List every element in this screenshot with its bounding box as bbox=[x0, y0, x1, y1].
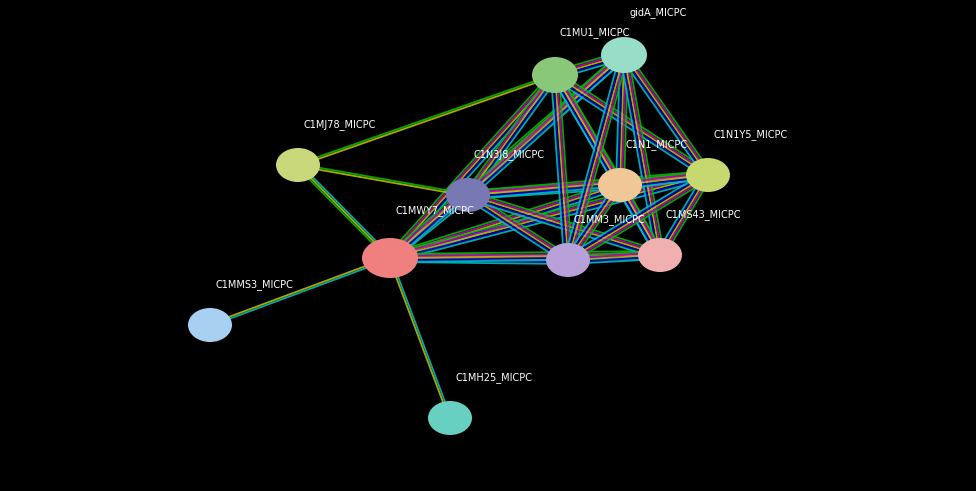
Text: C1MS43_MICPC: C1MS43_MICPC bbox=[665, 209, 741, 220]
Text: C1N3J8_MICPC: C1N3J8_MICPC bbox=[473, 149, 545, 160]
Ellipse shape bbox=[446, 178, 490, 212]
Ellipse shape bbox=[276, 148, 320, 182]
Ellipse shape bbox=[601, 37, 647, 73]
Text: C1MU1_MICPC: C1MU1_MICPC bbox=[560, 27, 630, 38]
Text: C1MH25_MICPC: C1MH25_MICPC bbox=[455, 372, 532, 383]
Text: C1N1_MICPC: C1N1_MICPC bbox=[625, 139, 687, 150]
Ellipse shape bbox=[428, 401, 472, 435]
Text: C1N1Y5_MICPC: C1N1Y5_MICPC bbox=[713, 129, 788, 140]
Ellipse shape bbox=[532, 57, 578, 93]
Ellipse shape bbox=[638, 238, 682, 272]
Ellipse shape bbox=[598, 168, 642, 202]
Text: C1MWY7_MICPC: C1MWY7_MICPC bbox=[395, 205, 474, 216]
Ellipse shape bbox=[546, 243, 590, 277]
Text: C1MMS3_MICPC: C1MMS3_MICPC bbox=[215, 279, 293, 290]
Ellipse shape bbox=[188, 308, 232, 342]
Ellipse shape bbox=[686, 158, 730, 192]
Text: C1MJ78_MICPC: C1MJ78_MICPC bbox=[303, 119, 376, 130]
Text: C1MM3_MICPC: C1MM3_MICPC bbox=[573, 214, 645, 225]
Ellipse shape bbox=[362, 238, 418, 278]
Text: gidA_MICPC: gidA_MICPC bbox=[629, 7, 686, 18]
